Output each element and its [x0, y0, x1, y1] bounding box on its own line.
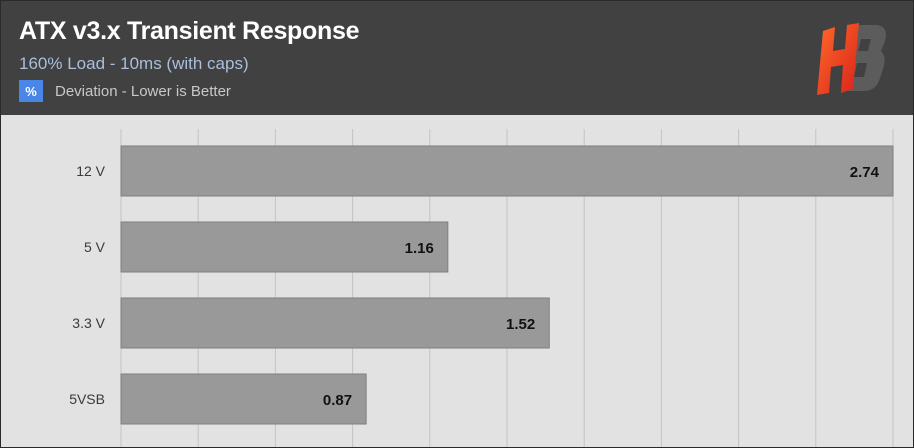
legend: % Deviation - Lower is Better [19, 80, 231, 102]
chart-title: ATX v3.x Transient Response [19, 17, 360, 45]
plot-area: 12 V 2.74 5 V 1.16 3.3 V 1.52 5VSB 0.87 [1, 115, 913, 447]
data-label: 1.16 [405, 240, 434, 257]
bar-chart: 12 V 2.74 5 V 1.16 3.3 V 1.52 5VSB 0.87 [69, 129, 894, 447]
bar [120, 373, 367, 425]
bar [120, 297, 550, 349]
data-label: 0.87 [323, 392, 352, 409]
chart-header: ATX v3.x Transient Response 160% Load - … [1, 1, 913, 115]
data-label: 1.52 [506, 316, 535, 333]
data-label: 2.74 [850, 164, 880, 181]
legend-label: Deviation - Lower is Better [55, 82, 231, 100]
chart-subtitle: 160% Load - 10ms (with caps) [19, 54, 249, 73]
hb-logo-icon [817, 23, 886, 95]
category-label: 12 V [76, 163, 105, 179]
category-label: 5 V [84, 239, 106, 255]
category-label: 3.3 V [72, 315, 105, 331]
category-label: 5VSB [69, 391, 105, 407]
legend-percent-icon: % [19, 80, 43, 102]
bar [120, 221, 449, 273]
bar [120, 145, 894, 197]
